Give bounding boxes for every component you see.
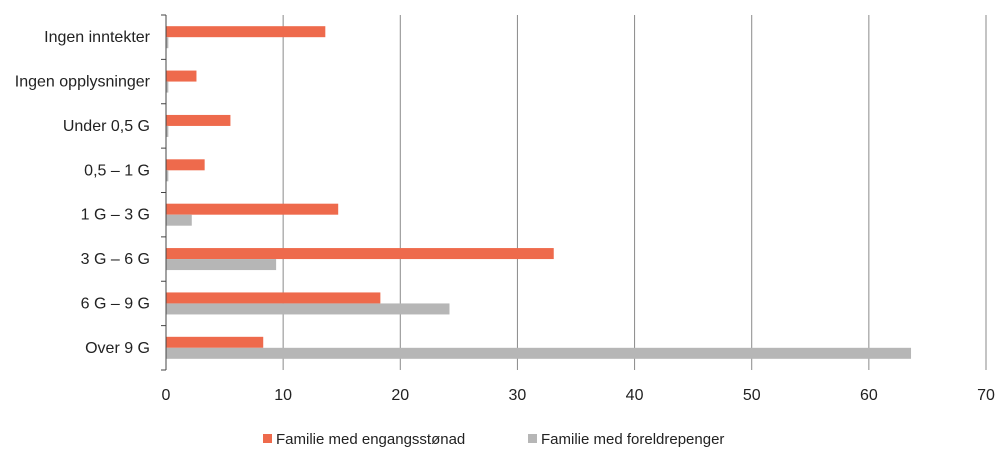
category-label: Under 0,5 G <box>63 118 150 135</box>
bar-foreldrepenger <box>166 125 169 137</box>
bar-engangsstonad <box>166 26 326 38</box>
legend-swatch <box>528 434 537 443</box>
bar-foreldrepenger <box>166 170 169 182</box>
gridlines <box>282 15 987 370</box>
bar-foreldrepenger <box>166 214 192 226</box>
bar-foreldrepenger <box>166 347 912 359</box>
bar-foreldrepenger <box>166 259 277 271</box>
x-tick-label: 0 <box>162 387 171 404</box>
bars <box>166 26 912 359</box>
x-tick-label: 60 <box>860 387 878 404</box>
category-label: 0,5 – 1 G <box>84 162 150 179</box>
x-tick-label: 40 <box>626 387 644 404</box>
bar-foreldrepenger <box>166 37 169 49</box>
legend: Familie med engangsstønad Familie med for… <box>263 431 724 448</box>
bar-engangsstonad <box>166 203 339 215</box>
x-tick-label: 30 <box>509 387 527 404</box>
x-tick-label: 20 <box>391 387 409 404</box>
category-label: Ingen opplysninger <box>15 74 151 91</box>
category-label: 6 G – 9 G <box>81 295 150 312</box>
legend-swatch <box>263 434 272 443</box>
legend-label: Familie med engangsstønad <box>276 431 465 448</box>
bar-foreldrepenger <box>166 81 169 93</box>
bar-engangsstonad <box>166 114 231 126</box>
x-tick-label: 10 <box>274 387 292 404</box>
x-tick-label: 50 <box>743 387 761 404</box>
bar-engangsstonad <box>166 70 197 82</box>
bar-foreldrepenger <box>166 303 450 315</box>
bar-engangsstonad <box>166 292 381 304</box>
category-label: Over 9 G <box>85 340 150 357</box>
x-tick-label: 70 <box>977 387 995 404</box>
category-label: Ingen inntekter <box>44 29 151 46</box>
legend-label: Familie med foreldrepenger <box>541 431 724 448</box>
category-label: 3 G – 6 G <box>81 251 150 268</box>
category-label: 1 G – 3 G <box>81 207 150 224</box>
bar-engangsstonad <box>166 248 554 260</box>
bar-engangsstonad <box>166 336 264 348</box>
bar-engangsstonad <box>166 159 205 171</box>
axes: 0 10 20 30 40 50 60 70 Ingen inntekter Ingen oppl… <box>15 14 995 404</box>
